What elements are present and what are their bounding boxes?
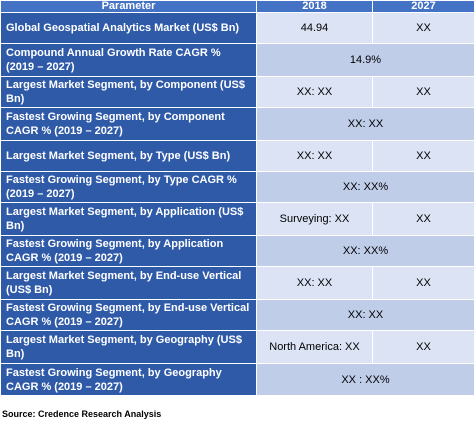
table-row: Fastest Growing Segment, by Application … [0,235,474,267]
table-row: Fastest Growing Segment, by Component CA… [0,107,474,141]
parameter-cell: Fastest Growing Segment, by End-use Vert… [0,299,257,331]
header-year-2027: 2027 [372,0,474,13]
combined-value-cell: XX: XX% [256,235,474,267]
parameter-cell: Largest Market Segment, by End-use Verti… [0,266,257,300]
value-2027-cell: XX [372,76,474,108]
combined-value-cell: XX: XX [256,107,474,141]
combined-value-cell: 14.9% [256,43,474,77]
parameter-cell: Fastest Growing Segment, by Type CAGR % … [0,171,257,203]
parameter-cell: Largest Market Segment, by Component (US… [0,76,257,108]
parameter-cell: Largest Market Segment, by Type (US$ Bn) [0,140,257,172]
table-row: Largest Market Segment, by Type (US$ Bn)… [0,140,474,172]
table-header-row: Parameter 2018 2027 [0,0,474,13]
table-row: Compound Annual Growth Rate CAGR % (2019… [0,43,474,77]
parameter-cell: Fastest Growing Segment, by Geography CA… [0,363,257,396]
value-2027-cell: XX [372,12,474,44]
table-row: Fastest Growing Segment, by Geography CA… [0,363,474,396]
header-parameter: Parameter [0,0,257,13]
combined-value-cell: XX : XX% [256,363,474,396]
value-2027-cell: XX [372,202,474,236]
parameter-cell: Fastest Growing Segment, by Application … [0,235,257,267]
parameter-cell: Largest Market Segment, by Application (… [0,202,257,236]
market-summary-table: Parameter 2018 2027 Global Geospatial An… [0,0,474,396]
table-row: Global Geospatial Analytics Market (US$ … [0,12,474,44]
table-row: Fastest Growing Segment, by Type CAGR % … [0,171,474,203]
table-row: Largest Market Segment, by Application (… [0,202,474,236]
header-year-2018: 2018 [256,0,373,13]
parameter-cell: Fastest Growing Segment, by Component CA… [0,107,257,141]
table-body: Global Geospatial Analytics Market (US$ … [0,12,474,396]
value-2018-cell: Surveying: XX [256,202,373,236]
table-row: Largest Market Segment, by Geography (US… [0,330,474,364]
table-row: Largest Market Segment, by Component (US… [0,76,474,108]
parameter-cell: Global Geospatial Analytics Market (US$ … [0,12,257,44]
parameter-cell: Compound Annual Growth Rate CAGR % (2019… [0,43,257,77]
source-note: Source: Credence Research Analysis [2,409,162,419]
value-2018-cell: XX: XX [256,76,373,108]
table-row: Fastest Growing Segment, by End-use Vert… [0,299,474,331]
combined-value-cell: XX: XX% [256,171,474,203]
value-2018-cell: XX: XX [256,266,373,300]
table-row: Largest Market Segment, by End-use Verti… [0,266,474,300]
value-2027-cell: XX [372,266,474,300]
value-2027-cell: XX [372,140,474,172]
value-2027-cell: XX [372,330,474,364]
value-2018-cell: XX: XX [256,140,373,172]
value-2018-cell: 44.94 [256,12,373,44]
value-2018-cell: North America: XX [256,330,373,364]
parameter-cell: Largest Market Segment, by Geography (US… [0,330,257,364]
combined-value-cell: XX: XX [256,299,474,331]
